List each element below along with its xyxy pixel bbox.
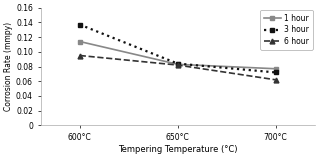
1 hour [78,41,82,43]
Line: 3 hour: 3 hour [77,22,278,75]
Y-axis label: Corrosion Rate (mmpy): Corrosion Rate (mmpy) [4,22,13,111]
X-axis label: Tempering Temperature (°C): Tempering Temperature (°C) [118,145,237,154]
6 hour [176,64,180,66]
Legend: 1 hour, 3 hour, 6 hour: 1 hour, 3 hour, 6 hour [260,10,313,50]
3 hour [176,63,180,65]
1 hour [274,68,278,70]
Line: 1 hour: 1 hour [77,39,278,71]
6 hour [274,79,278,81]
Line: 6 hour: 6 hour [77,53,278,82]
3 hour [274,71,278,73]
6 hour [78,55,82,56]
3 hour [78,24,82,26]
1 hour [176,63,180,65]
